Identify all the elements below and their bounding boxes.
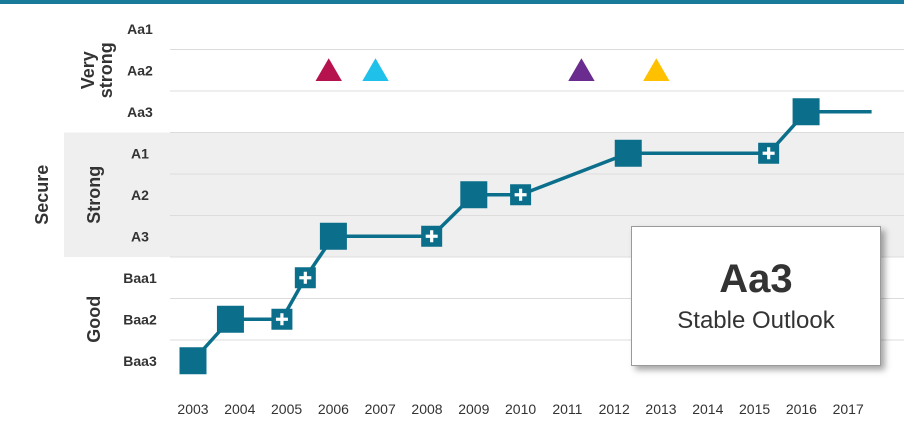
rating-marker: [792, 98, 820, 126]
current-rating: Aa3: [719, 257, 793, 301]
rating-marker: [216, 305, 244, 333]
group-label: Good: [84, 296, 104, 343]
rating-marker: [179, 347, 207, 375]
x-tick-label: 2016: [786, 401, 817, 417]
x-tick-label: 2012: [599, 401, 630, 417]
row-band: [170, 49, 904, 91]
rating-label: Aa1: [127, 21, 153, 37]
plus-icon: [767, 147, 771, 160]
rating-label: Baa3: [123, 353, 157, 369]
rating-label: Baa1: [123, 270, 157, 286]
group-label: Strong: [84, 166, 104, 224]
rating-marker: [614, 139, 642, 167]
group-label: Verystrong: [78, 42, 116, 98]
x-tick-label: 2015: [739, 401, 770, 417]
rating-label: A1: [131, 145, 149, 161]
current-rating-callout: Aa3 Stable Outlook: [631, 226, 881, 366]
rating-marker: [460, 181, 488, 209]
event-markers: [315, 58, 670, 82]
event-triangle-marker: [568, 58, 595, 82]
plus-icon: [430, 230, 434, 243]
x-tick-label: 2008: [411, 401, 442, 417]
row-band: [170, 8, 904, 50]
x-tick-label: 2009: [458, 401, 489, 417]
x-tick-label: 2007: [365, 401, 396, 417]
rating-series: [179, 98, 872, 375]
rating-row-labels: Aa1 Aa2 Aa3 A1 A2 A3 Baa1 Baa2 Baa3: [123, 21, 157, 369]
rating-marker: [319, 222, 347, 250]
rating-label: Aa2: [127, 62, 153, 78]
event-triangle-marker: [362, 58, 389, 82]
x-tick-label: 2005: [271, 401, 302, 417]
group-label-line: Very: [78, 51, 98, 89]
group-label-outer: Secure: [32, 165, 52, 225]
row-band: [170, 91, 904, 133]
x-tick-label: 2006: [318, 401, 349, 417]
x-tick-label: 2003: [177, 401, 208, 417]
rating-label: Baa2: [123, 311, 157, 327]
x-axis-ticks: 2003 2004 2005 2006 2007 2008 2009 2010 2011 2012…: [177, 401, 864, 417]
plus-icon: [303, 271, 307, 284]
rating-label: Aa3: [127, 104, 153, 120]
plus-icon: [519, 188, 523, 201]
rating-outlook: Stable Outlook: [677, 307, 835, 334]
x-tick-label: 2013: [645, 401, 676, 417]
x-tick-label: 2017: [833, 401, 864, 417]
event-triangle-marker: [643, 58, 670, 82]
group-labels: Secure Verystrong Strong Good: [32, 42, 116, 343]
x-tick-label: 2011: [552, 401, 582, 417]
group-label-line: strong: [96, 42, 116, 98]
event-triangle-marker: [315, 58, 342, 82]
x-tick-label: 2004: [224, 401, 255, 417]
x-tick-label: 2014: [692, 401, 723, 417]
plus-icon: [280, 313, 284, 326]
rating-label: A2: [131, 187, 149, 203]
rating-label: A3: [131, 228, 149, 244]
top-rule: [0, 0, 904, 4]
x-tick-label: 2010: [505, 401, 536, 417]
